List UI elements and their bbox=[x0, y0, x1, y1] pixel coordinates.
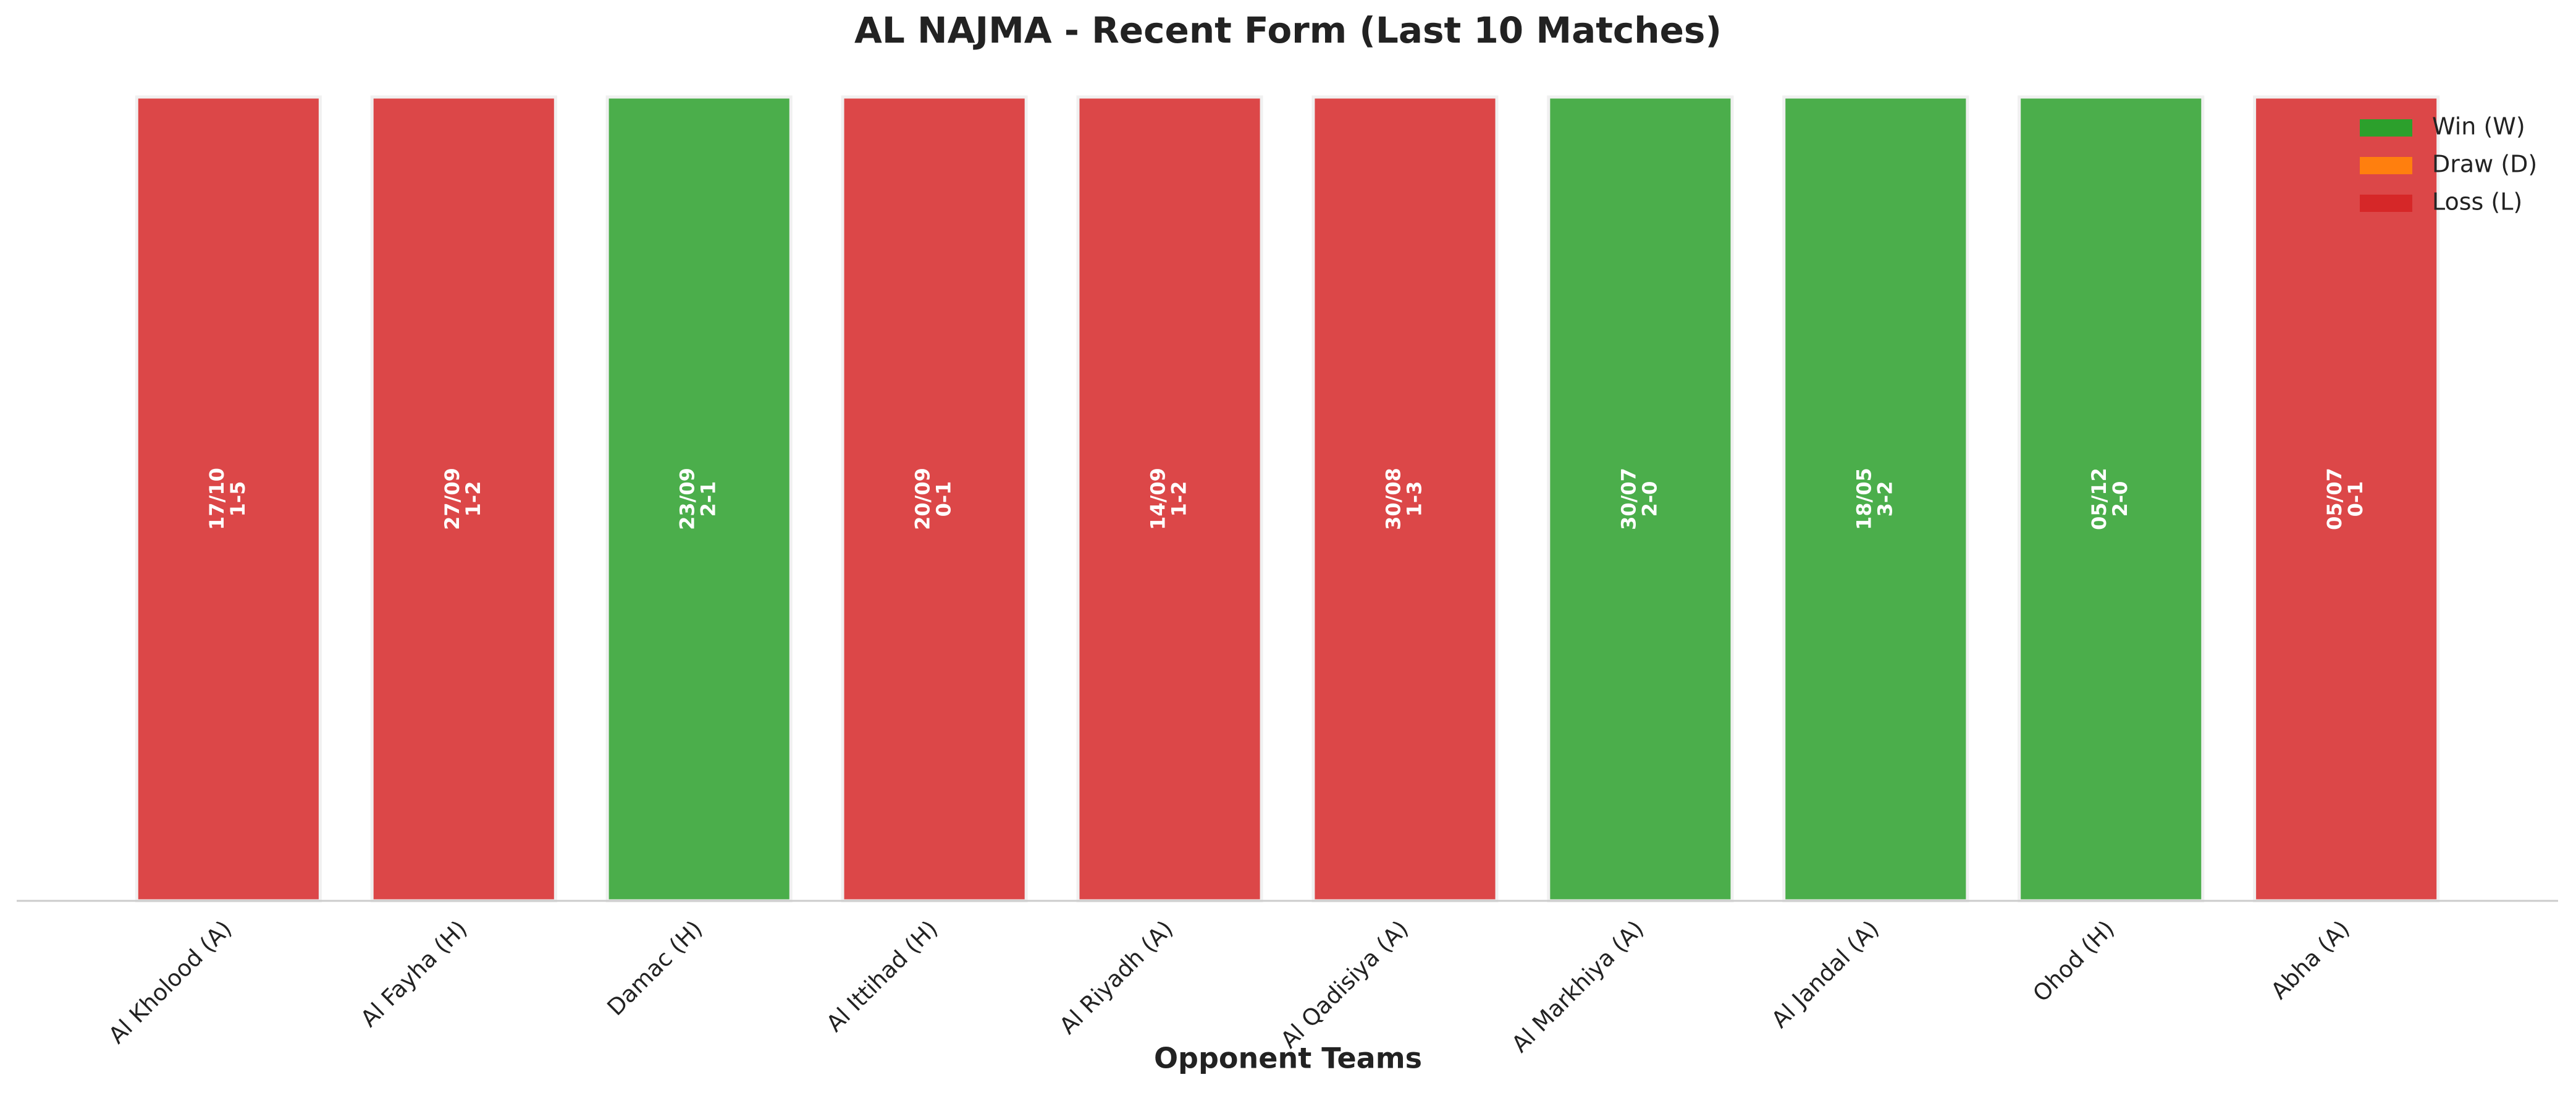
match-date: 05/12 bbox=[2087, 468, 2111, 530]
match-date: 20/09 bbox=[911, 468, 935, 530]
match-score: 1-3 bbox=[1402, 481, 1426, 517]
match-score: 1-2 bbox=[461, 481, 485, 517]
bar-label: 30/072-0 bbox=[1617, 468, 1661, 530]
match-date: 18/05 bbox=[1852, 468, 1875, 530]
match-score: 2-0 bbox=[1638, 481, 1661, 517]
match-date: 14/09 bbox=[1147, 468, 1170, 530]
chart-title: AL NAJMA - Recent Form (Last 10 Matches) bbox=[854, 9, 1722, 51]
bar bbox=[1547, 95, 1734, 903]
match-date: 23/09 bbox=[676, 468, 699, 530]
legend-swatch bbox=[2360, 195, 2412, 212]
x-tick-label: Ohod (H) bbox=[2027, 915, 2119, 1007]
legend-label: Loss (L) bbox=[2432, 188, 2522, 216]
match-score: 2-1 bbox=[697, 481, 720, 517]
legend-label: Draw (D) bbox=[2432, 151, 2537, 178]
bar-label: 17/101-5 bbox=[205, 468, 250, 530]
bar-label: 27/091-2 bbox=[440, 468, 485, 530]
bar bbox=[605, 95, 793, 903]
match-date: 27/09 bbox=[440, 468, 464, 530]
bar-label: 14/091-2 bbox=[1147, 468, 1191, 530]
match-score: 2-0 bbox=[2108, 481, 2132, 517]
bar bbox=[135, 95, 322, 903]
match-date: 30/07 bbox=[1617, 468, 1640, 530]
match-date: 17/10 bbox=[205, 468, 229, 530]
bar bbox=[1311, 95, 1499, 903]
bar bbox=[2253, 95, 2440, 903]
bar-label: 20/090-1 bbox=[911, 468, 956, 530]
bar bbox=[1076, 95, 1263, 903]
bar-label: 30/081-3 bbox=[1381, 468, 1426, 530]
legend-swatch bbox=[2360, 119, 2412, 137]
x-tick-label: Damac (H) bbox=[602, 915, 708, 1021]
bar-label: 05/122-0 bbox=[2087, 468, 2132, 530]
x-tick-label: Al Jandal (A) bbox=[1766, 915, 1884, 1033]
match-score: 1-5 bbox=[226, 481, 250, 517]
x-tick-label: Al Riyadh (A) bbox=[1054, 915, 1179, 1039]
x-tick-label: Al Markhiya (A) bbox=[1507, 915, 1649, 1057]
bar bbox=[2018, 95, 2205, 903]
match-score: 0-1 bbox=[2344, 481, 2367, 517]
x-tick-label: Al Qadisiya (A) bbox=[1276, 915, 1413, 1053]
x-tick-label: Al Fayha (H) bbox=[355, 915, 472, 1032]
bar bbox=[1782, 95, 1969, 903]
match-score: 3-2 bbox=[1873, 481, 1896, 517]
bar-label: 23/092-1 bbox=[676, 468, 720, 530]
bar bbox=[841, 95, 1028, 903]
x-axis-label: Opponent Teams bbox=[1154, 1042, 1422, 1075]
match-score: 0-1 bbox=[932, 481, 956, 517]
match-score: 1-2 bbox=[1168, 481, 1191, 517]
x-tick-label: Al Ittihad (H) bbox=[821, 915, 943, 1037]
match-date: 05/07 bbox=[2323, 468, 2346, 530]
legend-swatch bbox=[2360, 157, 2412, 174]
match-date: 30/08 bbox=[1381, 468, 1405, 530]
x-tick-label: Abha (A) bbox=[2266, 915, 2355, 1004]
bar-label: 05/070-1 bbox=[2323, 468, 2367, 530]
x-tick-label: Al Kholood (A) bbox=[103, 915, 237, 1049]
bar-label: 18/053-2 bbox=[1852, 468, 1896, 530]
legend-label: Win (W) bbox=[2432, 113, 2525, 140]
